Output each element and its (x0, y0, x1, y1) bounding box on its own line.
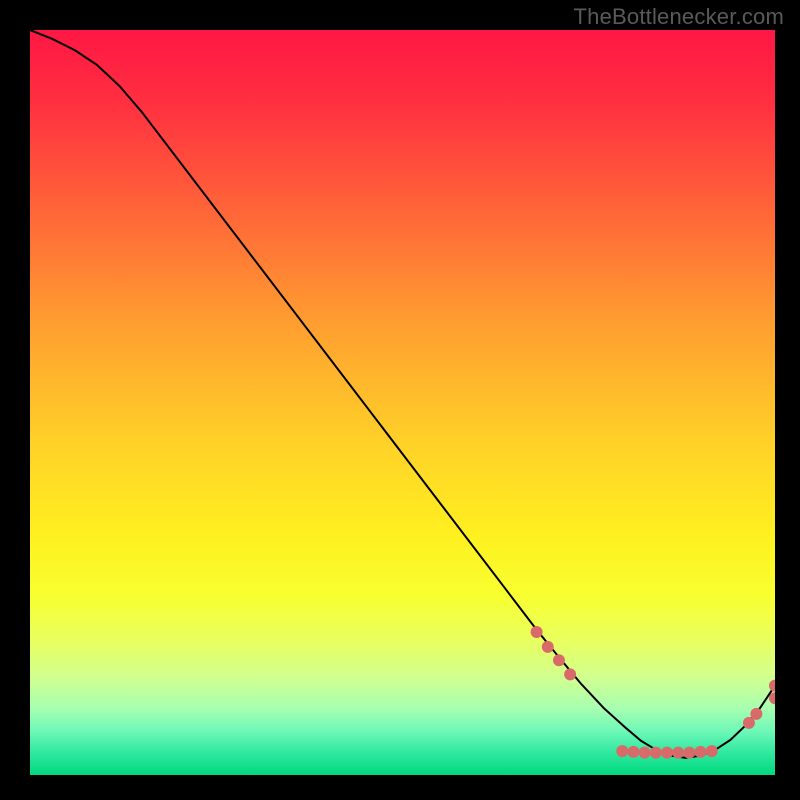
chart-canvas (30, 30, 775, 775)
data-marker (542, 641, 554, 653)
bottleneck-chart (30, 30, 775, 775)
data-marker (695, 746, 707, 758)
data-marker (683, 747, 695, 759)
data-marker (750, 708, 762, 720)
data-marker (627, 746, 639, 758)
data-marker (564, 668, 576, 680)
data-marker (639, 747, 651, 759)
data-marker (672, 747, 684, 759)
data-marker (650, 747, 662, 759)
data-marker (531, 626, 543, 638)
chart-background (30, 30, 775, 775)
data-marker (661, 747, 673, 759)
data-marker (616, 745, 628, 757)
watermark-text: TheBottlenecker.com (574, 4, 784, 30)
data-marker (553, 654, 565, 666)
data-marker (706, 745, 718, 757)
